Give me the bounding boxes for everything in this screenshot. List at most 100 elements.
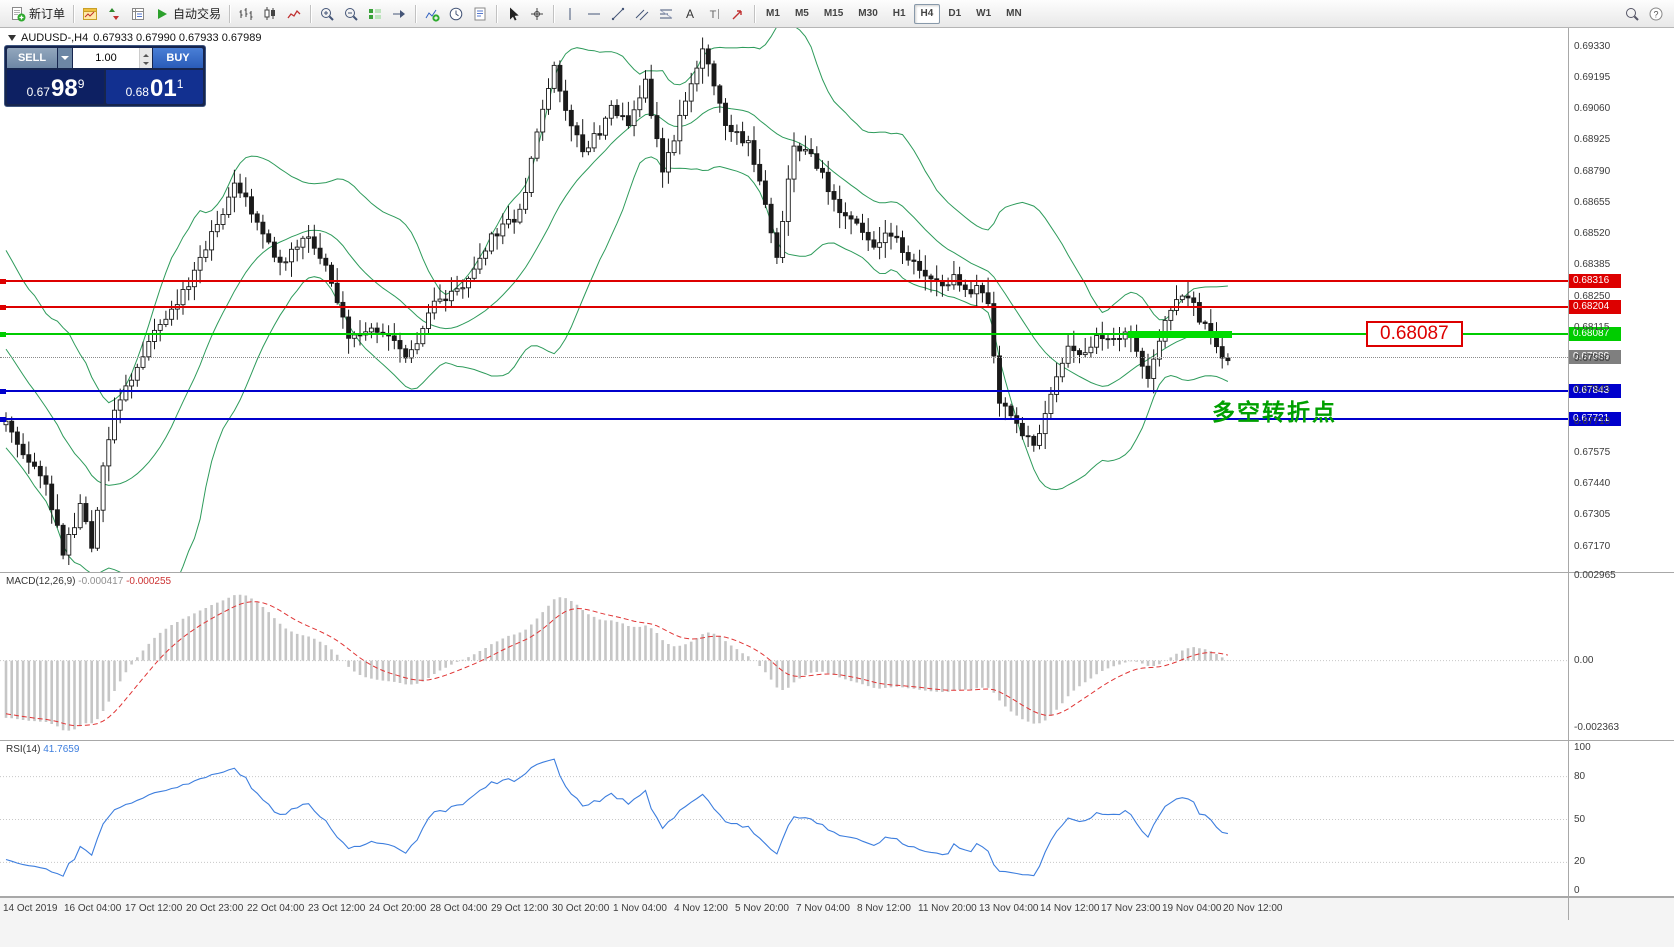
vertical-line-icon [569,7,571,20]
market-watch-button[interactable] [102,3,126,25]
cursor-icon [510,7,519,20]
trendline-button[interactable] [606,3,630,25]
fibonacci-button[interactable] [654,3,678,25]
data-window-button[interactable] [126,3,150,25]
horizontal-line-0.67843[interactable] [0,389,1568,392]
price-axis-label: 0.67440 [1574,478,1611,489]
crosshair-icon [531,7,544,20]
chevron-down-icon [143,62,149,68]
buy-price-big: 01 [149,75,177,102]
rsi-label: RSI(14) 41.7659 [6,744,79,755]
price-axis[interactable]: 0.68316 0.68204 0.68087 0.67843 0.67721 0.679… [1569,28,1674,897]
rsi-pane[interactable]: RSI(14) 41.7659 [0,741,1674,896]
macd-name: MACD(12,26,9) [6,576,76,587]
bollinger-bands [5,28,1229,572]
horizontal-line-0.67721[interactable] [0,417,1568,420]
chevron-up-icon [143,51,149,57]
sell-price-big: 98 [50,75,78,102]
horizontal-line-button[interactable] [582,3,606,25]
price-axis-label: 0.67710 [1574,415,1611,427]
arrows-button[interactable] [726,3,750,25]
buy-price-display[interactable]: 0.68 01 1 [106,70,203,104]
candlestick-button[interactable] [258,3,282,25]
pane-divider[interactable] [0,572,1674,573]
time-axis-label: 20 Oct 23:00 [186,903,244,914]
new-order-button[interactable]: 新订单 [6,3,69,25]
time-axis-label: 23 Oct 12:00 [308,903,366,914]
vertical-line-button[interactable] [558,3,582,25]
toolbar-separator [310,4,312,23]
volume-input[interactable] [73,48,139,68]
time-axis-label: 13 Nov 04:00 [979,903,1039,914]
price-axis-label: 0.68520 [1574,228,1611,239]
main-price-pane[interactable]: AUDUSD-,H4 0.67933 0.67990 0.67933 0.679… [0,28,1674,572]
horizontal-line-0.68204[interactable] [0,306,1568,309]
templates-button[interactable] [468,3,492,25]
macd-pane[interactable]: MACD(12,26,9) -0.000417 -0.000255 [0,573,1674,740]
horizontal-line-0.68316[interactable] [0,280,1568,283]
rsi-plot [0,758,1568,877]
timeframe-h4[interactable]: H4 [913,3,941,24]
timeframe-m30[interactable]: M30 [851,4,884,24]
timeframe-h1[interactable]: H1 [886,4,913,24]
periods-button[interactable] [444,3,468,25]
volume-up-button[interactable] [140,48,152,58]
help-button[interactable]: ? [1644,3,1668,25]
channel-button[interactable] [630,3,654,25]
chart-title: AUDUSD-,H4 0.67933 0.67990 0.67933 0.679… [8,32,261,44]
autotrading-button[interactable]: 自动交易 [150,3,225,25]
auto-scroll-button[interactable] [363,3,387,25]
pane-divider[interactable] [0,740,1674,741]
timeframe-w1[interactable]: W1 [969,4,998,24]
bar-chart-button[interactable] [234,3,258,25]
macd-signal-line [5,601,1229,727]
highlight-segment[interactable] [1128,330,1232,338]
text-button[interactable]: A [678,3,702,25]
buy-price-pip: 1 [176,77,184,91]
timeframe-m5[interactable]: M5 [788,4,816,24]
rsi-value: 41.7659 [43,744,80,755]
timeframe-group: M1 M5 M15 M30 H1 H4 D1 W1 MN [759,3,1029,24]
timeframe-m1[interactable]: M1 [759,4,787,24]
line-anchor [0,388,6,394]
chart-window-icon [83,7,98,20]
label-button[interactable]: T [702,3,726,25]
toolbar-separator [754,4,756,23]
current-price-badge: 0.67989 [1569,349,1621,364]
zoom-in-button[interactable] [315,3,339,25]
crosshair-button[interactable] [525,3,549,25]
line-anchor [0,416,6,422]
toolbar-separator [73,4,75,23]
chart-window-button[interactable] [78,3,102,25]
pane-divider[interactable] [0,896,1674,897]
toolbar-separator [229,4,231,23]
buy-button[interactable]: BUY [153,48,203,68]
new-order-icon [12,6,26,21]
horizontal-line-icon [588,13,601,14]
channel-icon [635,9,649,20]
auto-scroll-icon [369,8,382,19]
rsi-axis-label: 0 [1574,885,1580,896]
chart-shift-button[interactable] [387,3,411,25]
chart-annotation-text[interactable]: 多空转折点 [1212,399,1337,425]
cursor-button[interactable] [501,3,525,25]
indicators-button[interactable] [420,3,444,25]
time-axis[interactable]: 14 Oct 2019 16 Oct 04:00 17 Oct 12:00 20 Oc… [0,897,1674,920]
timeframe-mn[interactable]: MN [999,4,1029,24]
toolbar: 新订单 自动交易 A T M1 M5 M15 M30 H1 H4 D1 W1 MN? [0,0,1674,28]
trade-options-dropdown[interactable] [58,48,72,68]
sell-button[interactable]: SELL [7,48,57,68]
bars-icon [239,7,253,20]
price-axis-label: 0.67980 [1574,353,1611,364]
horizontal-line-0.68087[interactable] [0,333,1568,336]
volume-down-button[interactable] [140,58,152,68]
line-chart-button[interactable] [282,3,306,25]
sell-price-display[interactable]: 0.67 98 9 [7,70,104,104]
buy-price-prefix: 0.68 [125,85,149,99]
zoom-out-button[interactable] [339,3,363,25]
timeframe-m15[interactable]: M15 [817,4,850,24]
search-button[interactable] [1620,3,1644,25]
timeframe-d1[interactable]: D1 [941,4,968,24]
time-axis-label: 16 Oct 04:00 [64,903,122,914]
price-level-tag[interactable]: 0.68087 [1366,321,1463,347]
